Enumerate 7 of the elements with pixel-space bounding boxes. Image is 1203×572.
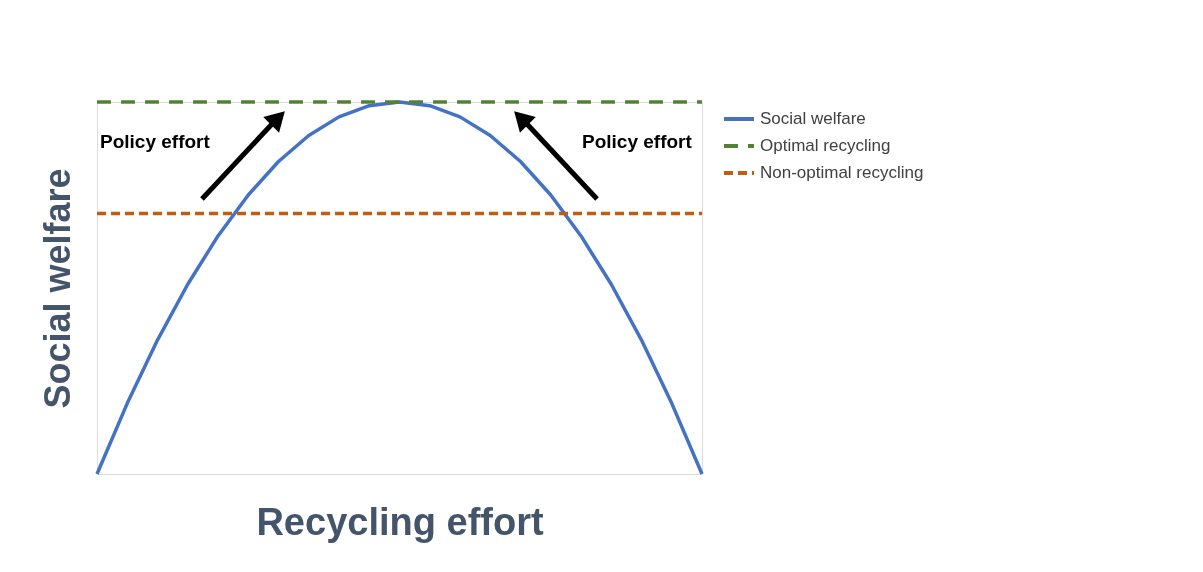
x-axis-title: Recycling effort: [256, 500, 544, 543]
legend-label: Non-optimal recycling: [760, 163, 924, 182]
y-axis-title: Social welfare: [36, 168, 78, 409]
legend-label: Optimal recycling: [760, 136, 891, 155]
annotation: Policy effort: [100, 131, 211, 152]
annotation: Policy effort: [582, 131, 693, 152]
legend-label: Social welfare: [760, 109, 866, 128]
